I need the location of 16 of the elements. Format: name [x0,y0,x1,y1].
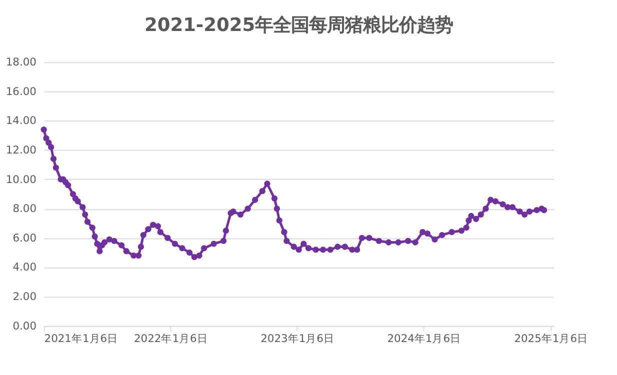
y-tick-label: 18.00 [6,56,37,69]
chart-title: 2021-2025年全国每周猪粮比价趋势 [144,15,454,36]
x-tick-label: 2022年1月6日 [134,332,208,345]
x-tick-label: 2021年1月6日 [44,332,118,345]
x-tick-label: 2025年1月6日 [514,332,588,345]
y-tick-label: 8.00 [12,202,37,216]
y-tick-label: 12.00 [6,143,37,156]
y-tick-label: 2.00 [12,290,37,303]
x-tick-label: 2024年1月6日 [387,332,462,345]
y-tick-label: 6.00 [12,231,37,244]
y-tick-label: 16.00 [6,84,37,98]
y-tick-label: 0.00 [12,319,37,332]
y-tick-label: 4.00 [12,260,37,274]
x-tick-label: 2023年1月6日 [260,332,334,345]
y-tick-label: 10.00 [6,172,37,186]
y-tick-label: 14.00 [6,114,37,128]
